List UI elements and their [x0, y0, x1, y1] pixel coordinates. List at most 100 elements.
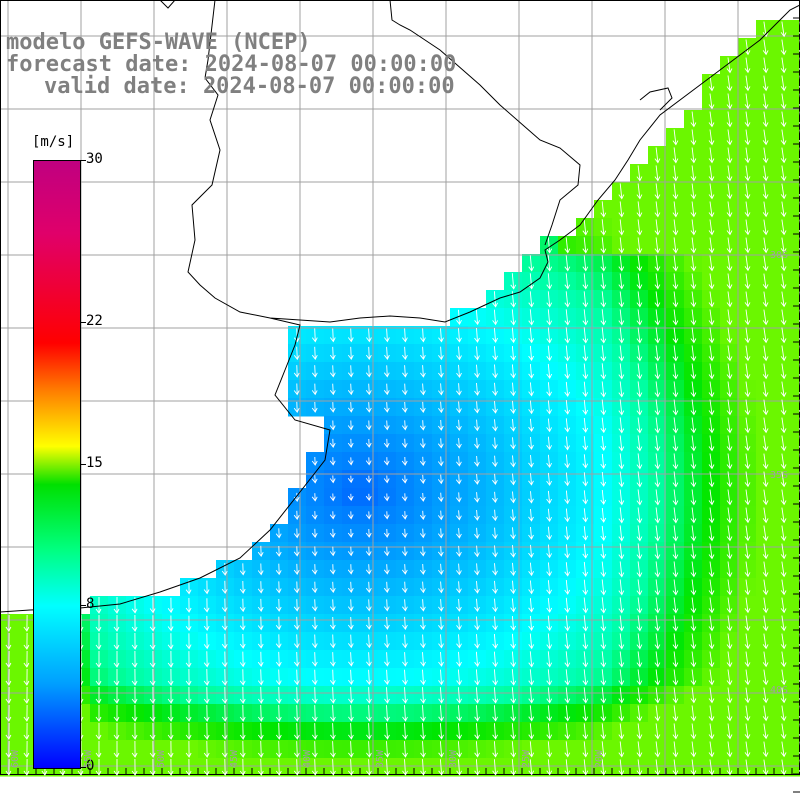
wind-arrow [384, 669, 390, 686]
wind-arrow [762, 273, 769, 290]
wind-arrow [564, 490, 571, 505]
wind-arrow [618, 183, 625, 200]
wind-arrow [600, 543, 607, 560]
wind-speed-cell [792, 272, 800, 291]
wind-arrow [474, 455, 480, 467]
wind-arrow [401, 581, 408, 594]
wind-arrow [402, 328, 408, 343]
wind-arrow [510, 273, 517, 290]
wind-arrow [402, 365, 408, 378]
wind-arrow [438, 599, 444, 612]
wind-speed-cell [792, 218, 800, 237]
wind-arrow [762, 417, 769, 434]
wind-arrow [744, 165, 751, 182]
wind-arrow [654, 651, 661, 668]
wind-arrow [690, 363, 697, 380]
wind-arrow [690, 741, 697, 758]
wind-arrow [167, 668, 174, 686]
wind-arrow [636, 273, 643, 290]
wind-arrow [203, 704, 210, 722]
wind-arrow [365, 402, 372, 413]
colorbar-tick-mark [80, 160, 86, 161]
wind-arrow [762, 291, 769, 308]
latitude-label: 30S [770, 250, 789, 261]
coastline [0, 0, 800, 613]
wind-arrow [402, 346, 408, 361]
wind-arrow [546, 562, 553, 577]
wind-speed-cell [792, 668, 800, 687]
wind-arrow [420, 723, 426, 740]
wind-arrow [293, 563, 300, 575]
wind-arrow [708, 237, 715, 254]
wind-arrow [293, 510, 300, 521]
wind-arrow [618, 633, 625, 650]
wind-arrow [348, 669, 354, 686]
wind-arrow [329, 528, 336, 538]
wind-arrow [654, 453, 661, 470]
wind-arrow [600, 633, 607, 650]
wind-arrow [492, 598, 498, 613]
wind-arrow [456, 419, 462, 432]
wind-arrow [708, 147, 715, 164]
wind-arrow [221, 686, 228, 704]
wind-arrow [329, 420, 336, 431]
wind-arrow [636, 615, 643, 632]
wind-arrow [672, 363, 679, 380]
wind-arrow [636, 759, 643, 776]
wind-arrow [455, 492, 462, 503]
wind-arrow [437, 510, 444, 521]
wind-arrow [564, 723, 571, 740]
wind-arrow [95, 705, 102, 722]
wind-arrow [600, 201, 607, 218]
wind-arrow [600, 615, 607, 632]
wind-speed-cell [792, 398, 800, 417]
wind-arrow [257, 686, 264, 704]
wind-arrow [203, 722, 210, 740]
wind-arrow [672, 633, 679, 650]
wind-arrow [762, 201, 769, 218]
wind-arrow [780, 75, 787, 92]
wind-arrow [329, 365, 336, 378]
wind-arrow [708, 489, 715, 506]
wind-arrow [546, 454, 553, 469]
wind-arrow [438, 581, 444, 594]
wind-speed-cell [792, 614, 800, 633]
wind-arrow [564, 255, 571, 272]
wind-arrow [347, 528, 354, 538]
wind-arrow [347, 546, 354, 557]
wind-arrow [690, 687, 697, 704]
wind-arrow [672, 471, 679, 488]
wind-arrow [221, 598, 228, 613]
wind-arrow [636, 237, 643, 254]
wind-arrow [348, 723, 354, 740]
wind-arrow [744, 507, 751, 524]
wind-arrow [510, 400, 516, 414]
wind-arrow [383, 581, 390, 594]
wind-arrow [329, 634, 336, 649]
wind-arrow [762, 615, 769, 632]
wind-arrow [744, 111, 751, 128]
wind-arrow [618, 507, 625, 524]
wind-arrow [618, 615, 625, 632]
wind-arrow [366, 723, 372, 740]
wind-arrow [311, 669, 318, 686]
wind-arrow [744, 183, 751, 200]
wind-arrow [780, 39, 787, 56]
wind-arrow [780, 723, 787, 740]
wind-arrow [744, 723, 751, 740]
wind-arrow [329, 457, 336, 466]
wind-arrow [618, 237, 625, 254]
wind-arrow [366, 669, 372, 686]
wind-arrow [762, 57, 769, 74]
wind-arrow [420, 616, 426, 631]
wind-arrow [564, 741, 571, 758]
wind-arrow [564, 669, 571, 686]
wind-arrow [708, 669, 715, 686]
wind-arrow [384, 328, 390, 343]
wind-arrow [528, 345, 535, 361]
wind-arrow [744, 435, 751, 452]
wind-arrow [654, 759, 661, 776]
wind-arrow [690, 615, 697, 632]
wind-arrow [113, 597, 120, 614]
wind-arrow [383, 599, 390, 612]
